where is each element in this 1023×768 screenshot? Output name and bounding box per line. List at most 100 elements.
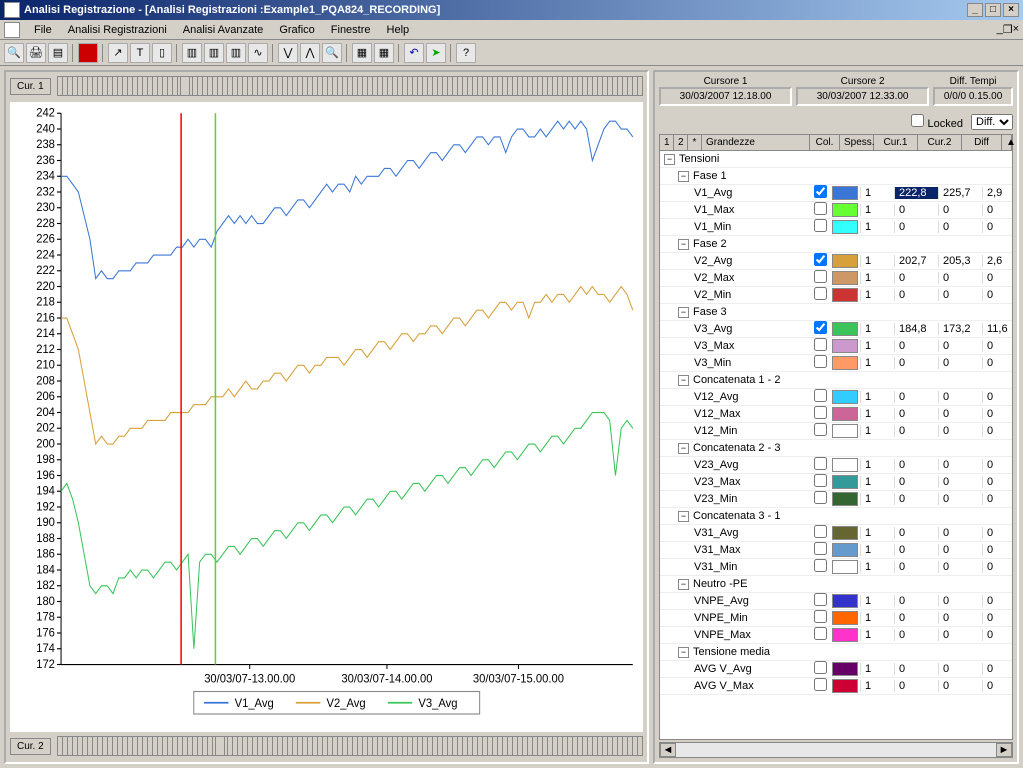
color-swatch[interactable]: [832, 339, 858, 353]
menu-analisi-avanzate[interactable]: Analisi Avanzate: [175, 22, 272, 38]
header-3[interactable]: *: [688, 135, 702, 150]
scroll-right-button[interactable]: ►: [996, 743, 1012, 757]
color-swatch[interactable]: [832, 458, 858, 472]
tree-item[interactable]: V31_Avg1000: [660, 525, 1012, 542]
expander-icon[interactable]: −: [678, 511, 689, 522]
tree-item[interactable]: V31_Max1000: [660, 542, 1012, 559]
cursor1-thumb[interactable]: [180, 76, 190, 96]
toolbar-btn-18[interactable]: ➤: [426, 43, 446, 63]
scroll-track[interactable]: [676, 743, 996, 757]
header-spess[interactable]: Spess.: [840, 135, 874, 150]
tree-item[interactable]: V31_Min1000: [660, 559, 1012, 576]
tree-group[interactable]: −Concatenata 2 - 3: [660, 440, 1012, 457]
header-grandezze[interactable]: Grandezze: [702, 135, 810, 150]
color-swatch[interactable]: [832, 356, 858, 370]
color-swatch[interactable]: [832, 407, 858, 421]
toolbar-btn-13[interactable]: ⋀: [300, 43, 320, 63]
mode-select[interactable]: Diff.: [971, 114, 1013, 130]
menu-file[interactable]: File: [26, 22, 60, 38]
tree-item[interactable]: V2_Avg1202,7205,32,6: [660, 253, 1012, 270]
header-scroll-up[interactable]: ▲: [1002, 135, 1012, 150]
color-swatch[interactable]: [832, 322, 858, 336]
tree-group[interactable]: −Tensioni: [660, 151, 1012, 168]
tree-item[interactable]: AVG V_Max1000: [660, 678, 1012, 695]
series-checkbox[interactable]: [814, 389, 827, 402]
locked-checkbox[interactable]: [911, 114, 924, 127]
tree-item[interactable]: V1_Min1000: [660, 219, 1012, 236]
header-col[interactable]: Col.: [810, 135, 840, 150]
color-swatch[interactable]: [832, 288, 858, 302]
expander-icon[interactable]: −: [678, 647, 689, 658]
tree-group[interactable]: −Concatenata 1 - 2: [660, 372, 1012, 389]
header-cur1[interactable]: Cur.1: [874, 135, 918, 150]
header-cur2[interactable]: Cur.2: [918, 135, 962, 150]
toolbar-btn-text[interactable]: T: [130, 43, 150, 63]
series-checkbox[interactable]: [814, 202, 827, 215]
expander-icon[interactable]: −: [678, 579, 689, 590]
color-swatch[interactable]: [832, 662, 858, 676]
color-swatch[interactable]: [832, 254, 858, 268]
series-checkbox[interactable]: [814, 406, 827, 419]
toolbar-btn-15[interactable]: ▦: [352, 43, 372, 63]
color-swatch[interactable]: [832, 220, 858, 234]
tree-item[interactable]: AVG V_Avg1000: [660, 661, 1012, 678]
toolbar-btn-12[interactable]: ⋁: [278, 43, 298, 63]
expander-icon[interactable]: −: [678, 239, 689, 250]
tree-group[interactable]: −Fase 3: [660, 304, 1012, 321]
series-checkbox[interactable]: [814, 287, 827, 300]
header-2[interactable]: 2: [674, 135, 688, 150]
series-checkbox[interactable]: [814, 321, 827, 334]
series-checkbox[interactable]: [814, 355, 827, 368]
toolbar-btn-11[interactable]: ∿: [248, 43, 268, 63]
series-checkbox[interactable]: [814, 423, 827, 436]
expander-icon[interactable]: −: [664, 154, 675, 165]
tree-item[interactable]: V23_Min1000: [660, 491, 1012, 508]
series-checkbox[interactable]: [814, 185, 827, 198]
tree-item[interactable]: VNPE_Max1000: [660, 627, 1012, 644]
close-button[interactable]: ×: [1003, 3, 1019, 17]
series-checkbox[interactable]: [814, 559, 827, 572]
cursor2-button[interactable]: Cur. 2: [10, 738, 51, 755]
color-swatch[interactable]: [832, 271, 858, 285]
color-swatch[interactable]: [832, 679, 858, 693]
expander-icon[interactable]: −: [678, 171, 689, 182]
tree-item[interactable]: V12_Max1000: [660, 406, 1012, 423]
toolbar-btn-1[interactable]: 🔍: [4, 43, 24, 63]
expander-icon[interactable]: −: [678, 443, 689, 454]
tree-item[interactable]: V12_Avg1000: [660, 389, 1012, 406]
color-swatch[interactable]: [832, 492, 858, 506]
tree-group[interactable]: −Fase 1: [660, 168, 1012, 185]
tree-group[interactable]: −Concatenata 3 - 1: [660, 508, 1012, 525]
tree-item[interactable]: V23_Max1000: [660, 474, 1012, 491]
horizontal-scrollbar[interactable]: ◄ ►: [659, 742, 1013, 758]
toolbar-btn-5[interactable]: ↗: [108, 43, 128, 63]
series-checkbox[interactable]: [814, 610, 827, 623]
series-checkbox[interactable]: [814, 219, 827, 232]
maximize-button[interactable]: □: [985, 3, 1001, 17]
toolbar-btn-zoom[interactable]: 🔍: [322, 43, 342, 63]
color-swatch[interactable]: [832, 424, 858, 438]
toolbar-btn-undo[interactable]: ↶: [404, 43, 424, 63]
grid-body[interactable]: −Tensioni−Fase 1V1_Avg1222,8225,72,9V1_M…: [659, 151, 1013, 740]
expander-icon[interactable]: −: [678, 307, 689, 318]
menu-help[interactable]: Help: [379, 22, 418, 38]
tree-item[interactable]: V12_Min1000: [660, 423, 1012, 440]
toolbar-btn-7[interactable]: ▯: [152, 43, 172, 63]
tree-item[interactable]: V2_Max1000: [660, 270, 1012, 287]
menu-finestre[interactable]: Finestre: [323, 22, 379, 38]
cursor1-button[interactable]: Cur. 1: [10, 78, 51, 95]
color-swatch[interactable]: [832, 543, 858, 557]
toolbar-btn-print[interactable]: 🖨: [26, 43, 46, 63]
tree-item[interactable]: VNPE_Avg1000: [660, 593, 1012, 610]
chart-area[interactable]: 1721741761781801821841861881901921941961…: [10, 102, 643, 732]
minimize-button[interactable]: _: [967, 3, 983, 17]
color-swatch[interactable]: [832, 560, 858, 574]
color-swatch[interactable]: [832, 186, 858, 200]
toolbar-btn-10[interactable]: ▥: [226, 43, 246, 63]
color-swatch[interactable]: [832, 390, 858, 404]
tree-item[interactable]: V3_Min1000: [660, 355, 1012, 372]
series-checkbox[interactable]: [814, 593, 827, 606]
expander-icon[interactable]: −: [678, 375, 689, 386]
series-checkbox[interactable]: [814, 542, 827, 555]
toolbar-btn-9[interactable]: ▥: [204, 43, 224, 63]
